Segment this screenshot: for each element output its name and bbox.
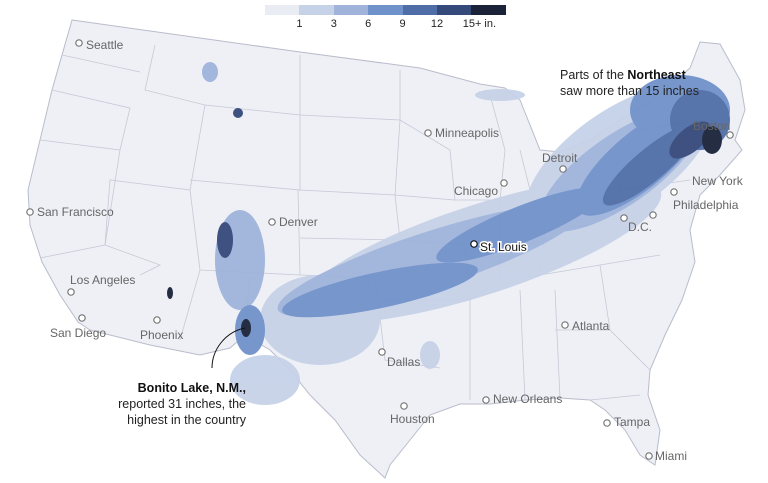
city-marker xyxy=(470,240,478,248)
city-label: Detroit xyxy=(542,151,578,165)
city-label: Atlanta xyxy=(572,319,610,333)
city-marker xyxy=(67,288,75,296)
city-label: New Orleans xyxy=(493,392,562,406)
city-marker xyxy=(78,314,86,322)
legend-swatch xyxy=(333,5,369,15)
city-label: Minneapolis xyxy=(435,126,499,140)
city-marker xyxy=(670,188,678,196)
city-marker xyxy=(645,452,653,460)
legend-tick-label: 15+ in. xyxy=(462,18,497,30)
city-markers: Seattle San Francisco Los Angeles San Diego… xyxy=(26,38,744,463)
city-label: Los Angeles xyxy=(70,273,135,287)
city-marker xyxy=(378,348,386,356)
city-label: Phoenix xyxy=(140,328,183,342)
city-label: Tampa xyxy=(614,415,650,429)
city-marker xyxy=(153,316,161,324)
city-label: New York xyxy=(692,174,744,188)
snowfall-band xyxy=(167,62,730,405)
city-label: San Francisco xyxy=(37,205,114,219)
legend-tick-label: 3 xyxy=(330,18,337,30)
annotation-text: highest in the country xyxy=(127,413,246,427)
city-marker xyxy=(620,214,628,222)
city-label: Seattle xyxy=(86,38,124,52)
annotation-bonito-lake: Bonito Lake, N.M., reported 31 inches, t… xyxy=(100,380,246,428)
city-label: Dallas xyxy=(387,355,420,369)
city-label: Houston xyxy=(390,412,435,426)
city-marker xyxy=(559,165,567,173)
city-marker xyxy=(268,218,276,226)
legend-swatch xyxy=(368,5,403,15)
city-marker xyxy=(26,208,34,216)
legend-swatch xyxy=(402,5,437,15)
city-marker xyxy=(561,321,569,329)
annotation-bold: Northeast xyxy=(627,68,686,82)
annotation-text: saw more than 15 inches xyxy=(560,84,699,98)
city-marker xyxy=(424,129,432,137)
annotation-northeast: Parts of the Northeast saw more than 15 … xyxy=(560,67,710,99)
city-marker xyxy=(726,131,734,139)
city-label: Denver xyxy=(279,215,318,229)
legend-tick-label: 9 xyxy=(399,18,406,30)
city-label: St. Louis xyxy=(480,240,527,254)
city-label: Philadelphia xyxy=(673,198,739,212)
legend-tick-label: 6 xyxy=(365,18,372,30)
bonito-leader-line xyxy=(211,327,246,369)
city-label: Chicago xyxy=(454,184,498,198)
legend-swatch xyxy=(265,5,300,15)
city-marker xyxy=(482,396,490,404)
annotation-bold: Bonito Lake, N.M., xyxy=(137,381,246,395)
annotation-text: Parts of the xyxy=(560,68,628,82)
city-label: Boston xyxy=(693,119,730,133)
legend-tick-label: 1 xyxy=(296,18,303,30)
city-label: San Diego xyxy=(50,326,106,340)
city-marker xyxy=(603,419,611,427)
legend-tick-label: 12 xyxy=(430,18,444,30)
city-label: Miami xyxy=(655,449,687,463)
city-marker xyxy=(400,402,408,410)
city-label: D.C. xyxy=(628,220,652,234)
legend-swatch xyxy=(471,5,506,15)
city-marker xyxy=(649,211,657,219)
city-marker xyxy=(75,39,83,47)
city-marker xyxy=(500,179,508,187)
legend-swatch xyxy=(299,5,334,15)
legend-swatch xyxy=(437,5,472,15)
annotation-text: reported 31 inches, the xyxy=(118,397,246,411)
